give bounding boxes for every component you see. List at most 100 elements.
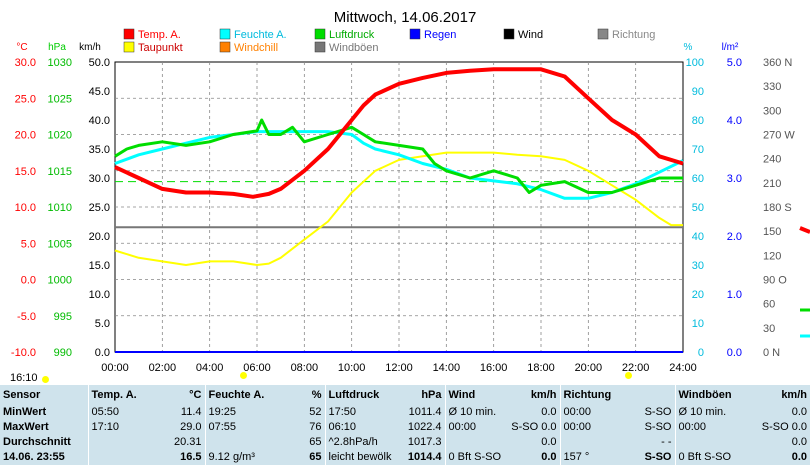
x-tick-label: 06:00: [243, 362, 271, 372]
table-header-cell: Richtung: [559, 385, 625, 405]
direction-tick-label: 300: [763, 105, 781, 117]
x-tick-label: 24:00: [669, 362, 697, 372]
direction-tick-label: 180 S: [763, 202, 792, 214]
humidity-tick-label: 10: [692, 318, 704, 330]
legend-swatch: [219, 28, 231, 40]
table-cell: ^2.8hPa/h: [324, 435, 395, 450]
pressure-tick-label: 1000: [48, 275, 72, 287]
legend-label: Windchill: [234, 42, 278, 54]
table-cell: 07:55: [204, 420, 275, 435]
axis-unit: %: [684, 42, 693, 53]
temp-tick-label: -10.0: [11, 347, 36, 359]
rain-tick-label: 5.0: [727, 57, 742, 69]
humidity-tick-label: 90: [692, 86, 704, 98]
legend-swatch: [503, 28, 515, 40]
pressure-tick-label: 1025: [48, 93, 72, 105]
pressure-tick-label: 1030: [48, 57, 72, 69]
table-cell: 00:00: [559, 420, 625, 435]
direction-tick-label: 0 N: [763, 347, 780, 359]
x-tick-label: 22:00: [622, 362, 650, 372]
table-row: 14.06. 23:55 16.5 9.12 g/m³ 65 leicht bewölk…: [0, 450, 810, 465]
rain-tick-label: 0.0: [727, 347, 742, 359]
table-header-cell: hPa: [421, 389, 442, 401]
legend-swatch: [597, 28, 609, 40]
rain-tick-label: 1.0: [727, 289, 742, 301]
table-cell: 1022.4: [407, 421, 442, 433]
legend-swatch: [219, 41, 231, 53]
table-cell: 00:00: [674, 420, 745, 435]
series-line-temp-a-: [114, 67, 684, 199]
table-header-cell: Temp. A.: [87, 385, 150, 405]
axis-unit: l/m²: [722, 42, 739, 53]
table-header-cell: Wind: [444, 385, 505, 405]
temp-tick-label: 30.0: [15, 57, 36, 69]
table-cell: 11.4: [180, 406, 202, 418]
table-header-cell: %: [311, 389, 322, 401]
table-row: MinWert 05:50 11.4 19:25 52 17:50 1011.4 Ø 10 m…: [0, 405, 810, 420]
direction-tick-label: 270 W: [763, 130, 795, 142]
temp-tick-label: -5.0: [17, 311, 36, 323]
table-cell: - -: [661, 436, 672, 448]
marker-dot-left: [42, 376, 49, 383]
table-row: Durchschnitt 20.31 65 ^2.8hPa/h 1017.3 0.0 - -…: [0, 435, 810, 450]
legend-label: Regen: [424, 29, 456, 41]
table-cell: 1014.4: [407, 451, 442, 463]
axis-unit: °C: [16, 42, 27, 53]
statistics-table-panel: Sensor Temp. A. °C Feuchte A.% Luftdruck hPa W…: [0, 385, 810, 465]
pressure-tick-label: 990: [54, 347, 72, 359]
humidity-tick-label: 70: [692, 144, 704, 156]
series-line-feuchte-a-: [114, 130, 684, 200]
wind-tick-label: 30.0: [89, 173, 110, 185]
table-header-cell: [625, 385, 675, 405]
legend-label: Luftdruck: [329, 29, 375, 41]
statistics-table: Sensor Temp. A. °C Feuchte A.% Luftdruck hPa W…: [0, 385, 810, 465]
x-tick-label: 18:00: [527, 362, 555, 372]
table-row: MaxWert 17:10 29.0 07:55 76 06:10 1022.4 00:00 S…: [0, 420, 810, 435]
table-cell: 52: [309, 406, 322, 418]
humidity-tick-label: 40: [692, 231, 704, 243]
table-cell: 00:00: [559, 405, 625, 420]
table-header-cell: °C: [189, 389, 202, 401]
table-header-cell: Luftdruck: [324, 385, 395, 405]
humidity-tick-label: 30: [692, 260, 704, 272]
pressure-tick-label: 1015: [48, 166, 72, 178]
table-header-cell: km/h: [530, 389, 557, 401]
direction-tick-label: 120: [763, 250, 781, 262]
table-cell: S-SO: [644, 421, 672, 433]
table-cell: 65: [309, 451, 322, 463]
axis-unit: hPa: [48, 42, 66, 53]
table-cell: 16.5: [180, 451, 202, 463]
wind-tick-label: 20.0: [89, 231, 110, 243]
chart-series: [114, 67, 810, 353]
table-cell: 29.0: [180, 421, 202, 433]
x-tick-label: 04:00: [196, 362, 224, 372]
marker-dot-right: [625, 372, 632, 379]
chart-axes: °C hPa km/h% l/m² 30.0 25.0 20.0 15.0 10.0 5.0 0.0…: [11, 42, 795, 372]
temp-tick-label: 5.0: [21, 238, 36, 250]
humidity-tick-label: 20: [692, 289, 704, 301]
legend-swatch: [123, 28, 135, 40]
table-header-cell: Sensor: [3, 389, 41, 401]
humidity-tick-label: 80: [692, 115, 704, 127]
wind-tick-label: 10.0: [89, 289, 110, 301]
pressure-tick-label: 1010: [48, 202, 72, 214]
direction-tick-label: 240: [763, 154, 781, 166]
weather-chart: Mittwoch, 14.06.2017 Temp. A. Feuchte A. L…: [11, 9, 810, 372]
legend-label: Taupunkt: [138, 42, 183, 54]
table-cell: [674, 435, 745, 450]
table-cell: 17:10: [87, 420, 150, 435]
table-cell: 0.0: [791, 406, 807, 418]
table-cell: 0.0: [541, 436, 557, 448]
x-tick-label: 08:00: [291, 362, 319, 372]
table-cell: [204, 435, 275, 450]
rain-tick-label: 3.0: [727, 173, 742, 185]
legend-label: Windböen: [329, 42, 379, 54]
table-header-row: Sensor Temp. A. °C Feuchte A.% Luftdruck hPa W…: [0, 385, 810, 405]
table-cell: 0.0: [541, 406, 557, 418]
table-header-cell: km/h: [781, 389, 807, 401]
legend-label: Feuchte A.: [234, 29, 287, 41]
temp-tick-label: 0.0: [21, 275, 36, 287]
x-tick-label: 10:00: [338, 362, 366, 372]
table-cell: 65: [309, 436, 322, 448]
row-label: MinWert: [3, 406, 47, 418]
